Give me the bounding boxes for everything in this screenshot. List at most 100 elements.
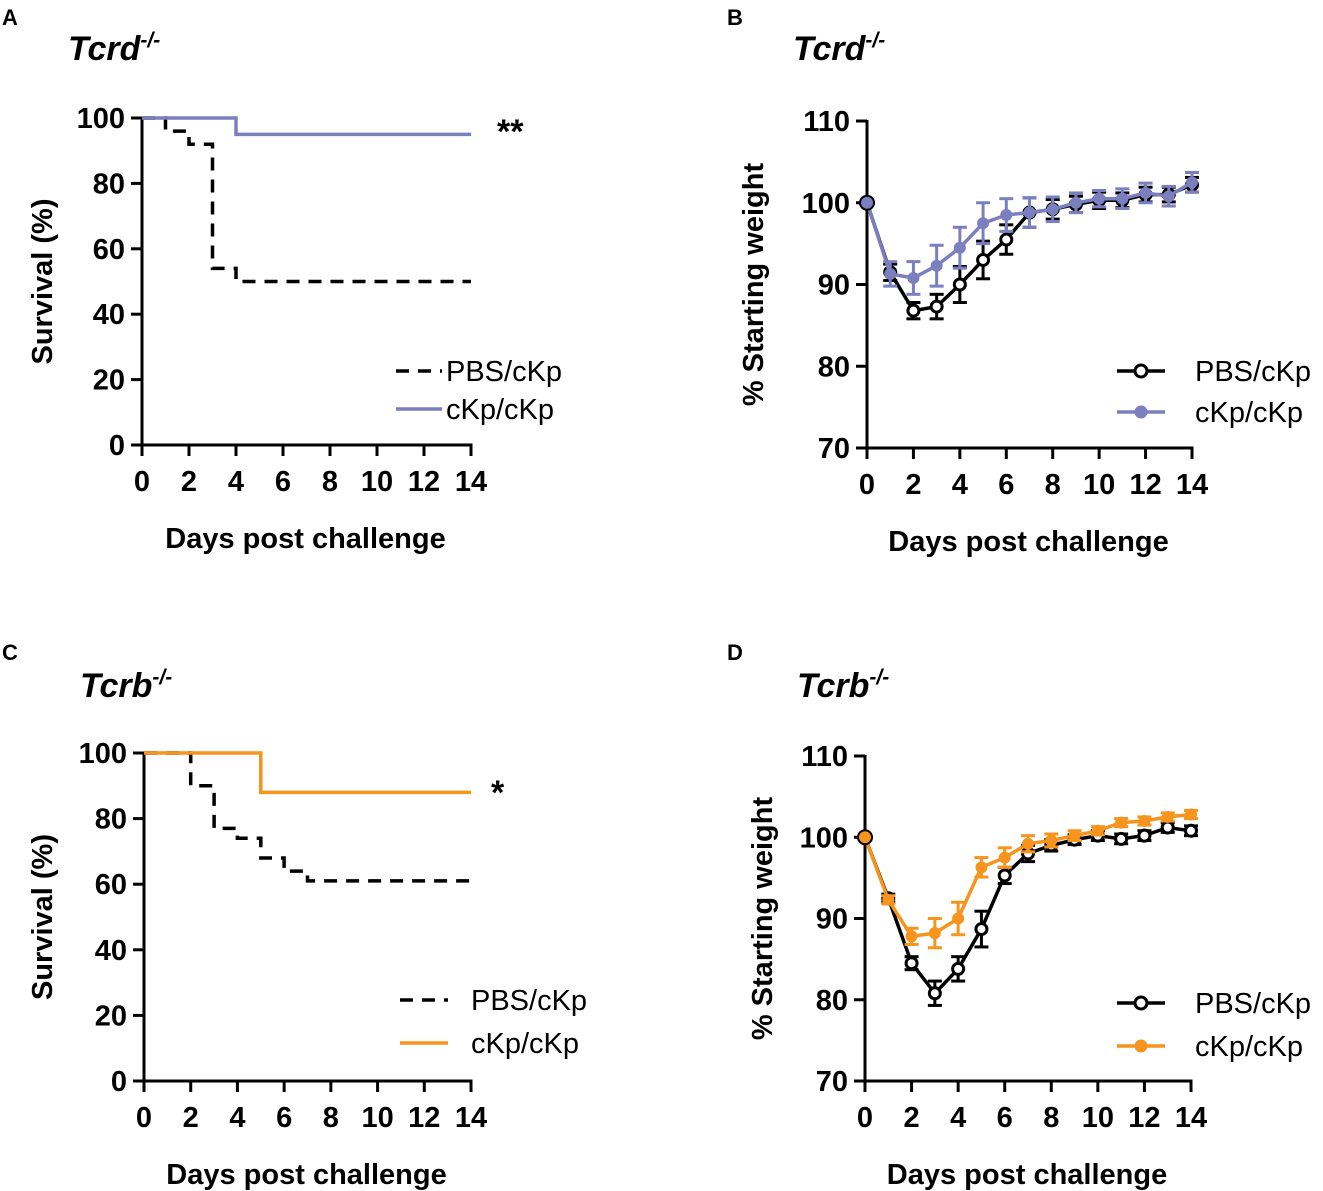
y-tick-label: 100 <box>77 103 125 135</box>
series-ckp-ckp <box>142 116 471 137</box>
data-point <box>1045 834 1058 847</box>
x-tick-label: 2 <box>181 466 197 498</box>
x-tick-label: 6 <box>275 466 291 498</box>
legend-label: PBS/cKp <box>471 985 587 1017</box>
series-pbs-ckp <box>144 751 471 883</box>
legend-label: cKp/cKp <box>471 1028 579 1060</box>
x-tick-label: 8 <box>322 466 338 498</box>
data-point <box>975 861 988 874</box>
data-point <box>1114 831 1129 846</box>
data-point <box>997 868 1012 883</box>
panel-title-sup: -/- <box>865 29 885 52</box>
significance-marker: ** <box>497 113 524 151</box>
y-tick-label: 80 <box>816 985 848 1017</box>
y-tick-label: 80 <box>818 351 850 383</box>
panel-title: Tcrd-/- <box>68 29 160 68</box>
panel-letter: D <box>727 640 743 665</box>
x-tick-label: 10 <box>1083 469 1115 501</box>
panel-letter: A <box>2 5 18 30</box>
x-tick-label: 14 <box>1176 469 1208 501</box>
x-tick-label: 6 <box>276 1102 292 1134</box>
x-tick-label: 2 <box>905 469 921 501</box>
x-tick-label: 12 <box>1129 469 1161 501</box>
data-point <box>1138 815 1151 827</box>
series-ckp-ckp-line <box>144 751 471 795</box>
y-tick-label: 90 <box>818 270 850 302</box>
x-tick-label: 0 <box>857 1102 873 1134</box>
data-point <box>1000 209 1013 222</box>
legend: PBS/cKp cKp/cKp <box>396 356 562 426</box>
y-tick-label: 0 <box>109 430 125 462</box>
x-tick-label: 4 <box>952 469 968 501</box>
panel-title-sup: -/- <box>140 29 160 52</box>
data-point <box>952 277 967 292</box>
series-ckp-ckp <box>857 808 1198 950</box>
data-point <box>906 303 921 318</box>
legend-label: cKp/cKp <box>446 394 554 426</box>
x-tick-label: 14 <box>455 1102 487 1134</box>
x-tick-label: 6 <box>997 1102 1013 1134</box>
x-tick-label: 14 <box>1175 1102 1207 1134</box>
panel-title-main: Tcrd <box>793 30 867 68</box>
series-ckp-ckp <box>859 171 1199 296</box>
y-tick-label: 40 <box>95 935 127 967</box>
data-point <box>905 930 918 943</box>
legend-marker <box>1133 363 1149 379</box>
x-tick-label: 14 <box>455 466 487 498</box>
data-point <box>974 922 989 937</box>
data-point-day0 <box>857 829 873 846</box>
x-axis-label: Days post challenge <box>887 1159 1167 1191</box>
legend-label: cKp/cKp <box>1195 397 1303 429</box>
y-tick-label: 80 <box>93 168 125 200</box>
y-tick-label: 90 <box>816 904 848 936</box>
y-axis-label: Survival (%) <box>27 834 59 1000</box>
y-tick-label: 100 <box>802 188 850 220</box>
legend-marker <box>1133 995 1149 1011</box>
data-point <box>1161 810 1174 823</box>
x-tick-label: 10 <box>1082 1102 1114 1134</box>
x-tick-label: 4 <box>950 1102 966 1134</box>
data-point <box>904 956 919 971</box>
data-point <box>1139 186 1152 199</box>
series-ckp-ckp-line <box>142 116 471 137</box>
data-point <box>977 217 990 230</box>
x-axis-label: Days post challenge <box>165 523 445 555</box>
data-point <box>998 851 1011 864</box>
data-point <box>1137 828 1152 843</box>
data-point <box>882 893 895 906</box>
x-axis-label: Days post challenge <box>888 526 1168 558</box>
legend: PBS/cKp cKp/cKp <box>400 985 587 1060</box>
panel-letter: C <box>2 640 18 665</box>
y-axis-label: Survival (%) <box>27 199 59 365</box>
x-tick-label: 12 <box>408 466 440 498</box>
x-tick-label: 12 <box>408 1102 440 1134</box>
x-axis-label: Days post challenge <box>166 1159 446 1191</box>
data-point <box>1068 829 1081 842</box>
data-point <box>1186 176 1198 189</box>
y-tick-label: 20 <box>93 365 125 397</box>
y-tick-label: 0 <box>111 1066 127 1098</box>
x-tick-label: 2 <box>183 1102 199 1134</box>
series-pbs-ckp-line <box>144 751 471 883</box>
y-tick-label: 70 <box>816 1066 848 1098</box>
y-tick-label: 100 <box>800 822 848 854</box>
panel-title-sup: -/- <box>869 666 889 689</box>
data-point <box>1115 816 1128 829</box>
x-tick-label: 0 <box>136 1102 152 1134</box>
x-tick-label: 12 <box>1128 1102 1160 1134</box>
data-point <box>1093 192 1106 205</box>
y-tick-label: 80 <box>95 804 127 836</box>
panel-title-main: Tcrd <box>68 30 142 68</box>
y-axis-label: % Starting weight <box>747 797 779 1041</box>
data-point <box>951 961 966 976</box>
legend: PBS/cKp cKp/cKp <box>1117 988 1311 1063</box>
x-tick-label: 8 <box>1045 469 1061 501</box>
data-point <box>930 259 943 272</box>
legend-label: PBS/cKp <box>446 356 562 388</box>
data-point <box>999 232 1014 247</box>
